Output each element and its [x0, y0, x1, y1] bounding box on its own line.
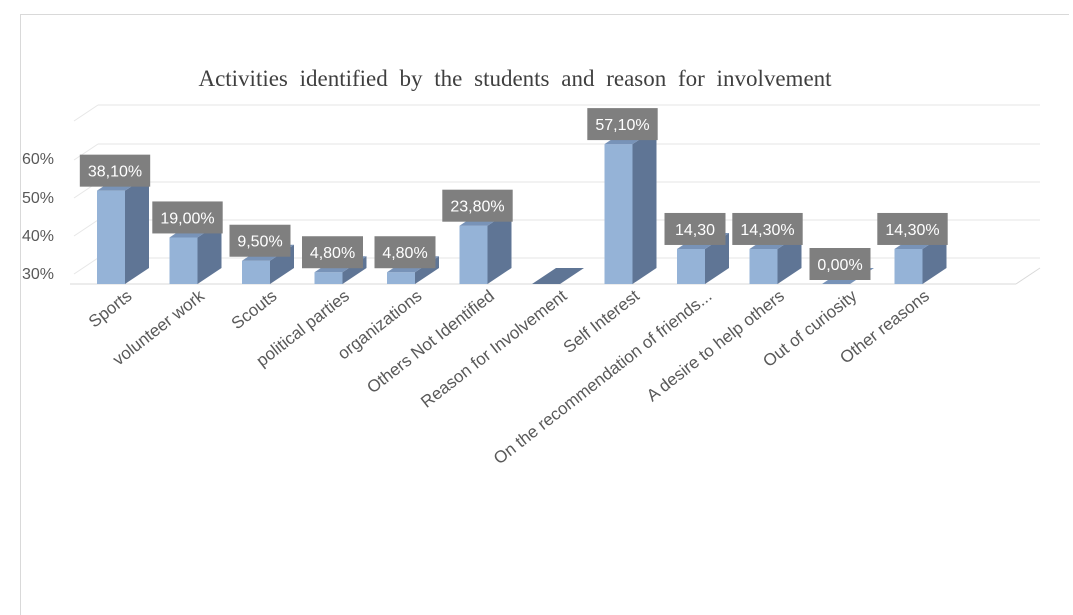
bar [314, 272, 343, 284]
category-label: Others Not Identified [363, 286, 498, 397]
data-label: 23,80% [450, 199, 504, 216]
bar-side [487, 209, 512, 284]
bar [97, 190, 125, 284]
bar-side [197, 221, 222, 284]
gridline-side [73, 257, 99, 275]
data-label-box [664, 212, 726, 245]
data-label-box [587, 108, 658, 141]
data-label-box [302, 236, 363, 269]
bar-side [777, 232, 802, 284]
data-label-box [374, 236, 436, 269]
bar [459, 225, 488, 284]
category-label: Reason for Involvement [417, 286, 570, 412]
bar-empty [532, 268, 584, 284]
y-tick-label: 30% [22, 266, 54, 283]
gridline-side [73, 219, 99, 237]
y-tick-label: 60% [22, 151, 54, 168]
bar [604, 144, 633, 284]
data-label-box [809, 248, 871, 280]
data-label: 19,00% [160, 210, 214, 227]
gridline-side [73, 104, 99, 122]
bar [242, 260, 270, 284]
gridline-side [73, 143, 99, 161]
data-label-box [79, 154, 151, 187]
bar [677, 248, 705, 284]
data-label: 4,80% [382, 245, 427, 262]
bar-side [632, 128, 657, 284]
data-label-box [877, 212, 948, 245]
chart-frame [20, 14, 1069, 615]
bar [387, 272, 415, 284]
category-label: Sports [85, 286, 135, 331]
category-label: Scouts [228, 286, 281, 333]
y-tick-label: 40% [22, 228, 54, 245]
bar-side [125, 174, 149, 284]
data-label-box [152, 201, 223, 234]
bar [169, 237, 198, 284]
data-label: 4,80% [310, 245, 355, 262]
data-label-box [442, 189, 513, 222]
data-label: 9,50% [237, 234, 282, 251]
data-label-box [229, 224, 291, 257]
bar-side [705, 232, 729, 284]
category-label: A desire to help others [643, 286, 788, 405]
bar [894, 248, 923, 284]
bar-side [922, 232, 947, 284]
data-label: 0,00% [817, 257, 862, 274]
floor-right [1015, 267, 1041, 285]
data-label: 38,10% [88, 164, 142, 181]
data-label: 57,10% [595, 117, 649, 134]
data-label: 14,30% [885, 222, 939, 239]
data-label: 14,30 [675, 222, 715, 239]
bar [749, 248, 778, 284]
chart-title: Activities identified by the students an… [198, 66, 832, 91]
data-label: 14,30% [740, 222, 794, 239]
data-label-box [732, 212, 803, 245]
y-tick-label: 50% [22, 190, 54, 207]
